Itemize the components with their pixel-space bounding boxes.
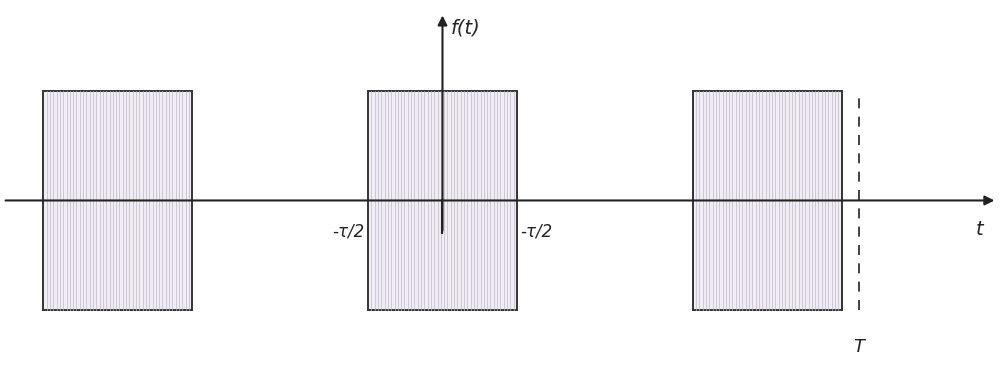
Text: -τ/2: -τ/2 <box>332 222 365 240</box>
Bar <box>368 91 517 310</box>
Text: f(t): f(t) <box>451 19 480 38</box>
Bar <box>43 91 192 310</box>
Text: T: T <box>853 338 864 356</box>
Bar <box>693 91 842 310</box>
Text: t: t <box>976 220 984 239</box>
Text: -τ/2: -τ/2 <box>520 222 553 240</box>
